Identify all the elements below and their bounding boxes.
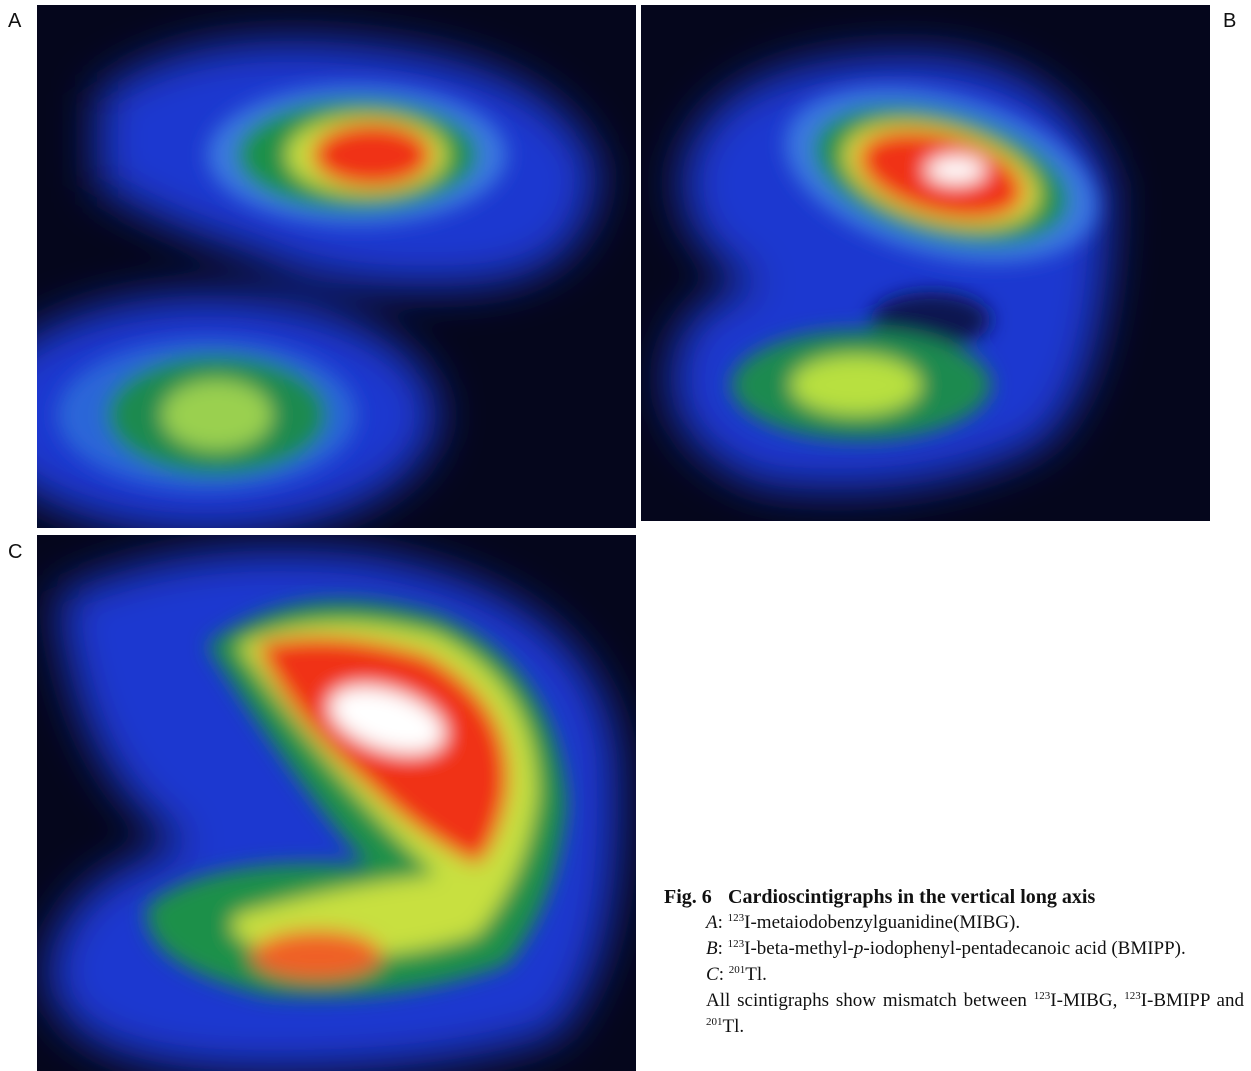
caption-line: B: 123I-beta-methyl-p-iodophenyl-pentade… — [706, 936, 1244, 962]
text: I-beta-methyl- — [744, 938, 854, 959]
panel-label: B — [1223, 10, 1237, 32]
superscript: 123 — [727, 912, 745, 924]
text: I-BMIPP and — [1140, 990, 1244, 1011]
separator: : — [717, 938, 723, 959]
text: Tl. — [722, 1016, 745, 1037]
superscript: 123 — [1124, 990, 1141, 1002]
figure-number: Fig. 6 — [664, 886, 712, 908]
text: I-MIBG, — [1050, 990, 1125, 1011]
caption-body: A: 123I-metaiodobenzylguanidine(MIBG). B… — [664, 910, 1244, 1040]
item-label: B — [706, 938, 718, 959]
text: -iodophenyl-pentadecanoic acid (BMIPP). — [863, 938, 1186, 959]
text: I-metaiodobenzylguanidine(MIBG). — [744, 912, 1021, 933]
item-label: C — [706, 964, 719, 985]
caption-line: All scintigraphs show mismatch between 1… — [706, 988, 1244, 1040]
text: Tl. — [745, 964, 767, 985]
superscript: 123 — [727, 938, 745, 950]
caption-line: C: 201Tl. — [706, 962, 1244, 988]
panel-label: A — [8, 10, 22, 32]
separator: : — [718, 964, 724, 985]
caption: Fig. 6 Cardioscintigraphs in the vertical… — [664, 884, 1244, 1040]
superscript: 201 — [728, 964, 746, 976]
superscript: 201 — [706, 1016, 723, 1028]
panel-label: C — [8, 541, 23, 563]
caption-line: A: 123I-metaiodobenzylguanidine(MIBG). — [706, 910, 1244, 936]
scintigraph-a — [37, 5, 636, 528]
text: All scintigraphs show mismatch between — [706, 990, 1034, 1011]
caption-title: Cardioscintigraphs in the vertical long … — [728, 886, 1096, 908]
item-label: A — [706, 912, 718, 933]
superscript: 123 — [1033, 990, 1051, 1002]
caption-head: Fig. 6 Cardioscintigraphs in the vertical… — [664, 884, 1244, 910]
text: p — [853, 938, 864, 959]
separator: : — [717, 912, 723, 933]
scintigraph-c — [37, 535, 636, 1071]
scintigraph-b — [641, 5, 1210, 521]
